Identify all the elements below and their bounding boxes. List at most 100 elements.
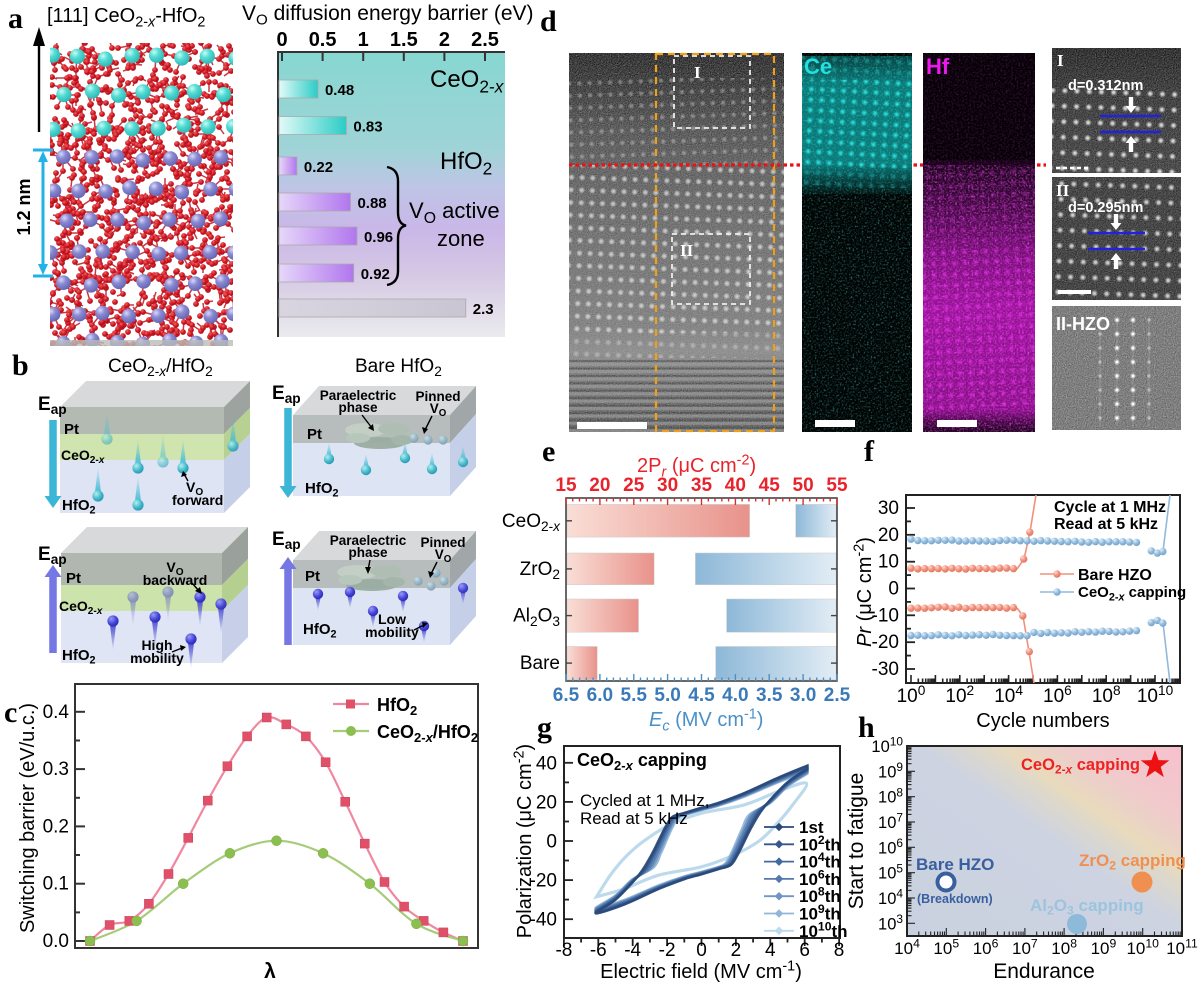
svg-text:Cycle numbers: Cycle numbers xyxy=(976,710,1109,732)
svg-text:VO diffusion energy barrier (e: VO diffusion energy barrier (eV) xyxy=(242,2,534,29)
svg-text:CeO2-x/HfO2: CeO2-x/HfO2 xyxy=(377,722,478,745)
svg-text:-30: -30 xyxy=(872,659,899,680)
svg-text:8: 8 xyxy=(834,940,845,961)
svg-text:30: 30 xyxy=(657,475,678,496)
svg-text:-20: -20 xyxy=(530,871,557,892)
svg-text:4: 4 xyxy=(765,940,776,961)
svg-text:d: d xyxy=(540,5,557,38)
svg-text:105: 105 xyxy=(933,937,959,959)
svg-text:5.5: 5.5 xyxy=(621,685,648,706)
svg-text:Paraelectric: Paraelectric xyxy=(320,388,397,403)
svg-text:VO: VO xyxy=(435,547,452,565)
svg-text:25: 25 xyxy=(623,475,645,496)
svg-text:Pt: Pt xyxy=(307,426,322,443)
svg-text:(Breakdown): (Breakdown) xyxy=(917,892,993,906)
svg-text:Cycled at 1 MHz,: Cycled at 1 MHz, xyxy=(580,791,709,810)
svg-text:1010: 1010 xyxy=(1137,683,1174,707)
svg-text:3.0: 3.0 xyxy=(790,685,816,706)
svg-text:104th: 104th xyxy=(799,850,841,872)
svg-text:108th: 108th xyxy=(799,885,841,907)
svg-text:High: High xyxy=(141,637,172,653)
svg-text:0.22: 0.22 xyxy=(304,159,333,176)
svg-text:55: 55 xyxy=(826,475,848,496)
svg-text:2.3: 2.3 xyxy=(473,301,494,318)
svg-text:0.96: 0.96 xyxy=(364,229,393,246)
svg-text:CeO2-x: CeO2-x xyxy=(59,598,103,617)
svg-text:1011: 1011 xyxy=(1166,937,1198,959)
svg-text:CeO2-x: CeO2-x xyxy=(430,66,505,96)
svg-text:106th: 106th xyxy=(799,867,841,889)
svg-text:zone: zone xyxy=(437,226,485,251)
svg-text:102th: 102th xyxy=(799,833,841,855)
svg-text:mobility: mobility xyxy=(130,650,184,666)
svg-text:0.3: 0.3 xyxy=(43,759,69,780)
svg-text:40: 40 xyxy=(536,753,557,774)
svg-text:Pt: Pt xyxy=(64,421,79,438)
svg-text:Eap: Eap xyxy=(272,529,301,552)
svg-text:I: I xyxy=(694,63,701,82)
svg-text:VO active: VO active xyxy=(409,198,500,227)
svg-text:-6: -6 xyxy=(590,940,607,961)
svg-text:108: 108 xyxy=(1092,683,1121,707)
svg-text:VO: VO xyxy=(166,559,183,578)
svg-text:1010th: 1010th xyxy=(799,919,848,941)
svg-text:1010: 1010 xyxy=(1126,937,1159,959)
svg-text:20: 20 xyxy=(878,525,899,546)
svg-text:-20: -20 xyxy=(872,632,899,653)
svg-text:Cycle at 1 MHz: Cycle at 1 MHz xyxy=(1054,499,1166,516)
svg-text:CeO2-x capping: CeO2-x capping xyxy=(1021,756,1140,777)
svg-text:2Pr (μC cm-2): 2Pr (μC cm-2) xyxy=(637,452,756,480)
svg-text:20: 20 xyxy=(589,475,610,496)
svg-text:4.0: 4.0 xyxy=(722,685,748,706)
svg-text:108: 108 xyxy=(1051,937,1077,959)
svg-text:0: 0 xyxy=(546,832,557,853)
svg-text:Ec (MV cm-1): Ec (MV cm-1) xyxy=(649,706,763,734)
svg-text:I: I xyxy=(1057,51,1064,70)
svg-text:-40: -40 xyxy=(530,910,557,931)
svg-text:0: 0 xyxy=(888,579,899,600)
svg-text:forward: forward xyxy=(172,492,223,508)
svg-text:phase: phase xyxy=(348,545,388,560)
svg-text:h: h xyxy=(858,711,875,744)
svg-text:102: 102 xyxy=(945,683,974,707)
svg-text:104: 104 xyxy=(878,887,903,908)
svg-text:II: II xyxy=(680,241,694,260)
svg-text:0.92: 0.92 xyxy=(361,266,390,283)
svg-text:backward: backward xyxy=(143,572,208,588)
svg-text:-2: -2 xyxy=(659,940,676,961)
svg-text:Bare: Bare xyxy=(520,653,560,674)
svg-text:Bare HfO2: Bare HfO2 xyxy=(355,356,442,379)
svg-text:100: 100 xyxy=(897,683,926,707)
svg-text:Al2O3 capping: Al2O3 capping xyxy=(1030,896,1144,918)
svg-text:-10: -10 xyxy=(872,605,899,626)
svg-text:CeO2-x/HfO2: CeO2-x/HfO2 xyxy=(108,356,213,379)
svg-text:Pinned: Pinned xyxy=(415,389,460,404)
svg-text:104: 104 xyxy=(894,937,920,959)
svg-text:4.5: 4.5 xyxy=(688,685,715,706)
svg-text:20: 20 xyxy=(536,792,557,813)
svg-text:Eap: Eap xyxy=(38,394,67,417)
svg-text:CeO2-x: CeO2-x xyxy=(502,511,561,534)
svg-text:d=0.295nm: d=0.295nm xyxy=(1068,200,1143,216)
svg-text:Endurance: Endurance xyxy=(993,960,1095,983)
svg-text:Ce: Ce xyxy=(804,54,832,79)
svg-text:Pt: Pt xyxy=(66,570,81,587)
svg-text:15: 15 xyxy=(555,475,577,496)
svg-text:2: 2 xyxy=(439,29,450,51)
svg-text:109: 109 xyxy=(878,760,903,781)
svg-text:1010: 1010 xyxy=(871,735,903,756)
svg-text:1.2 nm: 1.2 nm xyxy=(14,178,34,235)
svg-text:Read at 5 kHz: Read at 5 kHz xyxy=(580,809,688,828)
svg-text:106: 106 xyxy=(973,937,999,959)
svg-text:6.0: 6.0 xyxy=(587,685,613,706)
svg-text:109th: 109th xyxy=(799,902,841,924)
svg-text:106: 106 xyxy=(878,836,903,857)
svg-text:108: 108 xyxy=(878,785,903,806)
svg-text:Bare HZO: Bare HZO xyxy=(1078,567,1152,584)
svg-text:ZrO2 capping: ZrO2 capping xyxy=(1079,851,1186,873)
svg-text:HfO2: HfO2 xyxy=(377,695,417,718)
svg-text:Start to fatigue: Start to fatigue xyxy=(845,773,868,910)
svg-text:b: b xyxy=(12,349,29,382)
svg-text:VO: VO xyxy=(430,401,447,419)
svg-text:2: 2 xyxy=(731,940,742,961)
